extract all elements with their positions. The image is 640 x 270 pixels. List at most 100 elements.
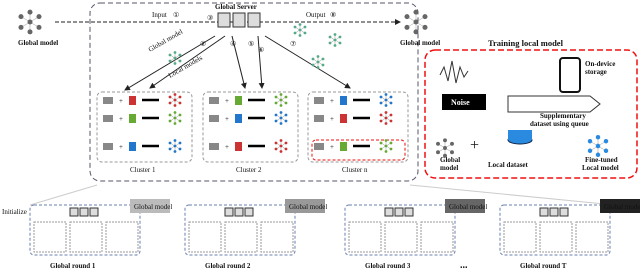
sub-box [348, 221, 382, 253]
net-node [274, 141, 278, 145]
label: Global model [400, 39, 440, 47]
plus: + [330, 97, 334, 105]
label: dataset using queue [530, 120, 589, 128]
net-node [436, 141, 440, 146]
net-node [173, 122, 177, 125]
data-icon [209, 143, 219, 150]
server [539, 207, 549, 217]
sub-box [384, 221, 418, 253]
step: ⑧ [330, 11, 336, 19]
net-node [178, 101, 182, 105]
net-node [311, 63, 315, 67]
tag-label: Global model [289, 203, 327, 211]
net-node [316, 55, 320, 58]
plus: + [330, 143, 334, 151]
sub-box [105, 221, 139, 253]
data-icon [314, 143, 324, 150]
net-node [404, 14, 410, 20]
label: Input [152, 11, 167, 19]
step: ④ [230, 40, 236, 48]
plus: + [330, 115, 334, 123]
sub-box [575, 221, 609, 253]
net-node [168, 95, 172, 99]
data-icon [209, 97, 219, 104]
server [247, 12, 261, 28]
net-node [338, 35, 342, 39]
dataset [129, 96, 136, 105]
label: Global Server [215, 3, 257, 11]
net-node [279, 93, 283, 96]
dataset [235, 114, 242, 123]
net-node [36, 14, 42, 20]
net-node [284, 119, 288, 123]
net-node [389, 113, 393, 117]
round-box [184, 204, 296, 256]
sub-box [503, 221, 537, 253]
net-node [173, 116, 177, 120]
net-node [384, 93, 388, 96]
step: ② [200, 40, 206, 48]
sub-box [420, 221, 454, 253]
net-node [27, 19, 33, 25]
net-node [404, 24, 410, 30]
net-node [328, 35, 332, 39]
net-node [389, 119, 393, 123]
data-icon [314, 97, 324, 104]
net-node [173, 56, 177, 60]
funnel [29, 184, 616, 206]
net-node [178, 53, 182, 57]
net-node [450, 141, 454, 146]
net-node [338, 41, 342, 45]
net-node [311, 57, 315, 61]
plus: + [119, 143, 123, 151]
net-node [379, 113, 383, 117]
net-node [178, 141, 182, 145]
net-node [436, 150, 440, 155]
step: ① [173, 11, 179, 19]
label: Output [306, 11, 326, 19]
phone [559, 57, 581, 93]
net-node [279, 144, 283, 148]
training-frame [424, 49, 638, 179]
dataset [340, 142, 347, 151]
step: ⑤ [248, 40, 254, 48]
round-box [344, 204, 456, 256]
net-node [389, 95, 393, 99]
dataset [235, 142, 242, 151]
net-node [384, 122, 388, 125]
dataset [129, 142, 136, 151]
round-label: Global round T [520, 262, 567, 270]
plus: + [119, 115, 123, 123]
label: Local model [582, 164, 619, 172]
net-node [595, 134, 601, 140]
net-node [173, 62, 177, 65]
net-node [443, 138, 447, 143]
net-node [18, 14, 24, 20]
net-node [316, 60, 320, 64]
net-node [279, 150, 283, 153]
net-node [422, 24, 428, 30]
net-node [274, 119, 278, 123]
step: ③ [207, 14, 213, 22]
net-node [284, 141, 288, 145]
server [384, 207, 394, 217]
net-node [379, 101, 383, 105]
net-node [168, 147, 172, 151]
net-node [321, 63, 325, 67]
net-node [284, 101, 288, 105]
net-node [173, 51, 177, 54]
net-node [178, 59, 182, 63]
net-node [333, 38, 337, 42]
net-node [595, 152, 601, 158]
round-box [499, 204, 611, 256]
data-icon [103, 143, 113, 150]
net-node [173, 150, 177, 153]
net-node [274, 95, 278, 99]
net-node [303, 25, 307, 29]
plus: + [225, 115, 229, 123]
net-node [178, 119, 182, 123]
plus: + [470, 137, 479, 154]
dataset [129, 114, 136, 123]
net-node [274, 101, 278, 105]
queue [507, 95, 601, 113]
